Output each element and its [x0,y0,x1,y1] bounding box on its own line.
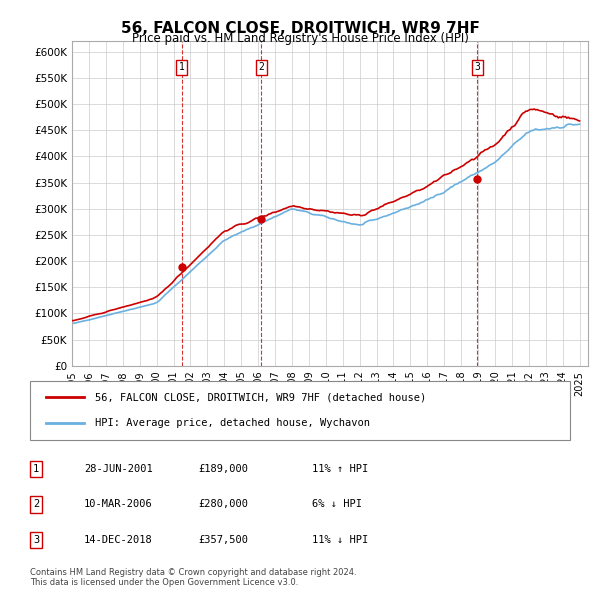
Text: £189,000: £189,000 [198,464,248,474]
Text: 2: 2 [33,500,39,509]
Text: 10-MAR-2006: 10-MAR-2006 [84,500,153,509]
FancyBboxPatch shape [30,381,570,440]
Text: 56, FALCON CLOSE, DROITWICH, WR9 7HF (detached house): 56, FALCON CLOSE, DROITWICH, WR9 7HF (de… [95,392,426,402]
Text: 56, FALCON CLOSE, DROITWICH, WR9 7HF: 56, FALCON CLOSE, DROITWICH, WR9 7HF [121,21,479,35]
Text: Contains HM Land Registry data © Crown copyright and database right 2024.
This d: Contains HM Land Registry data © Crown c… [30,568,356,587]
Text: £280,000: £280,000 [198,500,248,509]
Text: 28-JUN-2001: 28-JUN-2001 [84,464,153,474]
Text: 3: 3 [475,63,480,72]
Text: 1: 1 [33,464,39,474]
Text: 1: 1 [179,63,185,72]
Text: 3: 3 [33,535,39,545]
Text: Price paid vs. HM Land Registry's House Price Index (HPI): Price paid vs. HM Land Registry's House … [131,32,469,45]
Text: 2: 2 [259,63,264,72]
Text: £357,500: £357,500 [198,535,248,545]
Text: 11% ↓ HPI: 11% ↓ HPI [312,535,368,545]
Text: 11% ↑ HPI: 11% ↑ HPI [312,464,368,474]
Text: HPI: Average price, detached house, Wychavon: HPI: Average price, detached house, Wych… [95,418,370,428]
Text: 14-DEC-2018: 14-DEC-2018 [84,535,153,545]
Text: 6% ↓ HPI: 6% ↓ HPI [312,500,362,509]
